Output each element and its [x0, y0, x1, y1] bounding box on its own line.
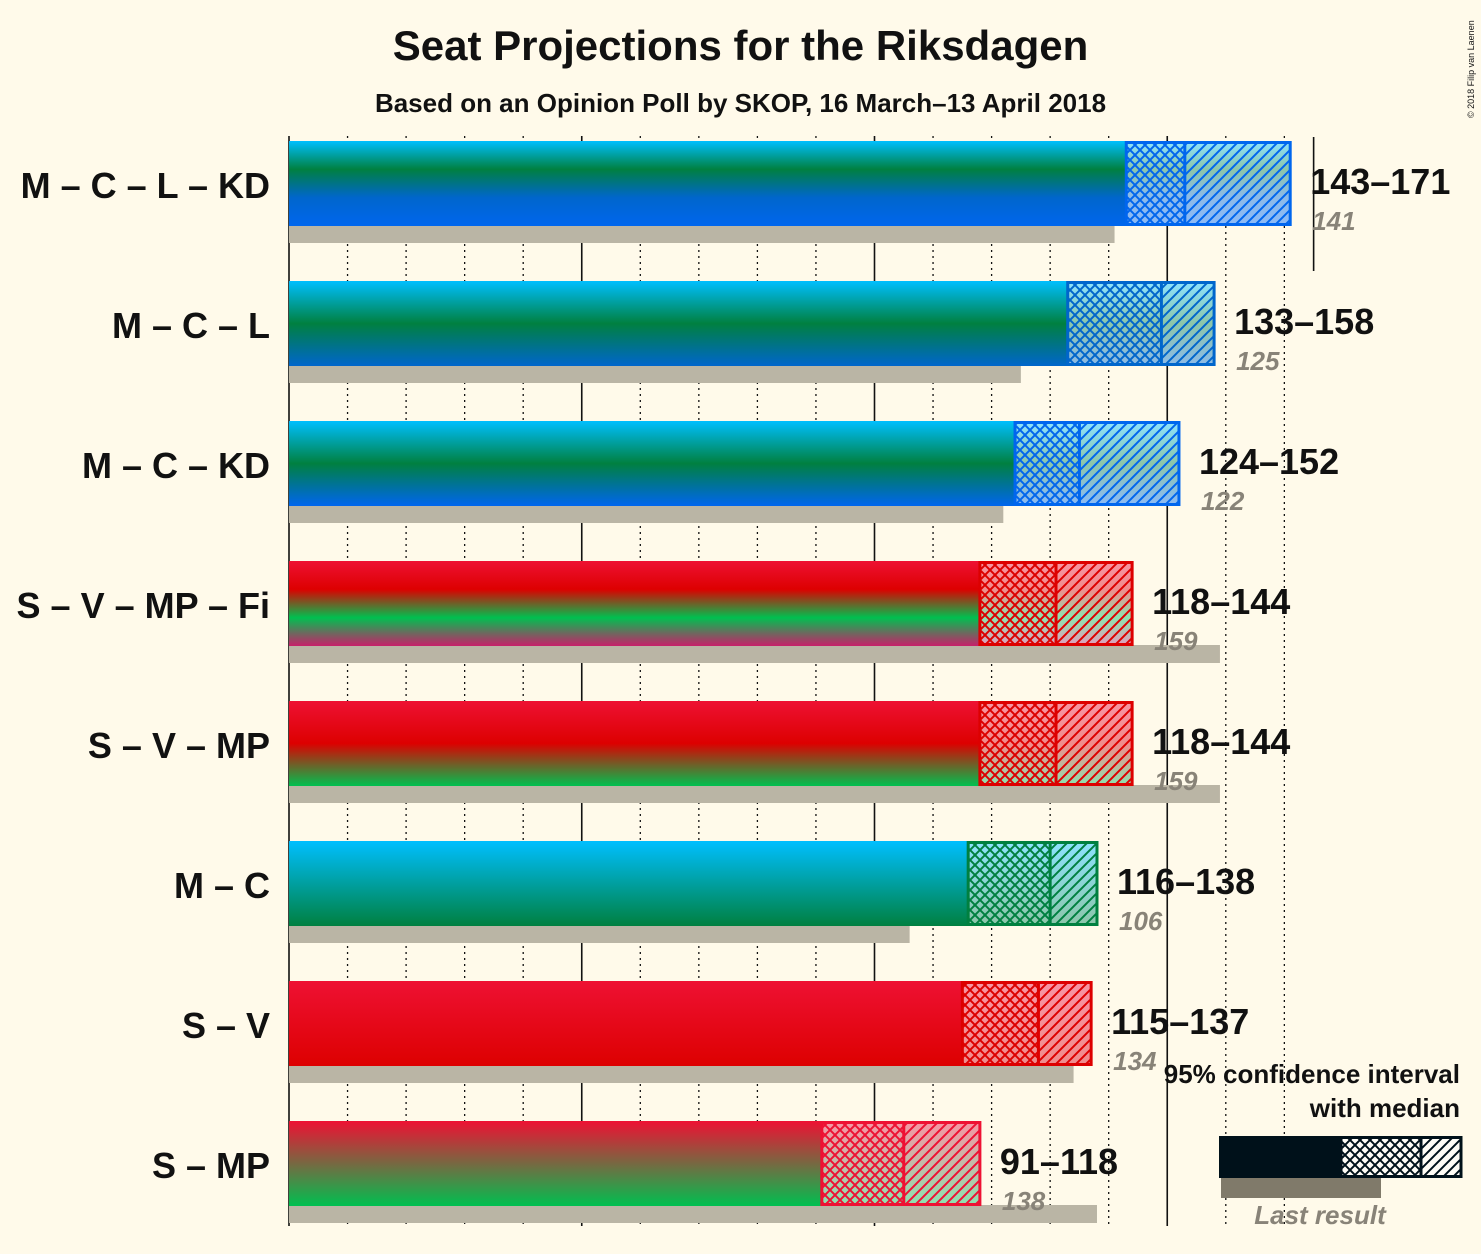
bar-ci-high-hatch [1038, 981, 1092, 1066]
bar-group: 115–137 134 [289, 981, 1249, 1083]
last-result-label: 138 [1002, 1186, 1046, 1216]
bar-ci-low-hatch [979, 561, 1057, 646]
category-label: S – MP [152, 1145, 270, 1186]
bar-group: 91–118 138 [289, 1121, 1118, 1223]
bar-ci-high-hatch [1184, 141, 1291, 226]
last-result-bar [289, 365, 1021, 383]
range-label: 118–144 [1152, 581, 1290, 622]
chart-title: Seat Projections for the Riksdagen [392, 22, 1089, 69]
bar-ci-high-hatch [1161, 281, 1215, 366]
legend-ci-label: 95% confidence interval [1164, 1059, 1460, 1089]
last-result-bar [289, 1205, 1097, 1223]
bar-solid [289, 421, 1016, 506]
last-result-bar [289, 225, 1115, 243]
last-result-label: 141 [1312, 206, 1355, 236]
last-result-bar [289, 1065, 1074, 1083]
ci-outline [978, 561, 1134, 646]
range-label: 115–137 [1111, 1001, 1249, 1042]
bar-ci-high-hatch [1079, 421, 1179, 506]
bar-ci-low-hatch [1067, 281, 1162, 366]
bar-ci-low-hatch [821, 1121, 904, 1206]
range-label: 124–152 [1199, 441, 1339, 482]
ci-outline [960, 981, 1093, 1066]
bar-ci-low-hatch [1015, 421, 1080, 506]
bar-group: 118–144 159 [289, 561, 1290, 663]
legend-diag-hatch [1421, 1136, 1461, 1178]
bar-solid [289, 841, 969, 926]
range-label: 118–144 [1152, 721, 1290, 762]
category-label: M – C – L [112, 305, 270, 346]
legend-ci-outline [1339, 1136, 1463, 1178]
bar-solid [289, 981, 963, 1066]
bar-ci-high-hatch [903, 1121, 980, 1206]
category-label: M – C – KD [82, 445, 270, 486]
legend: 95% confidence interval with median Last r… [1164, 1059, 1463, 1230]
category-label: S – V – MP [88, 725, 270, 766]
bar-solid [289, 701, 980, 786]
last-result-label: 125 [1236, 346, 1280, 376]
bar-ci-high-hatch [1050, 841, 1097, 926]
bar-group: 143–171 141 [289, 137, 1450, 271]
last-result-label: 159 [1154, 626, 1198, 656]
last-result-bar [289, 925, 910, 943]
ci-outline [1013, 421, 1181, 506]
ci-outline [1066, 281, 1216, 366]
last-result-bar [289, 645, 1220, 663]
range-label: 133–158 [1234, 301, 1374, 342]
legend-last-result-label: Last result [1254, 1200, 1387, 1230]
range-label: 116–138 [1117, 861, 1255, 902]
bars: 143–171 141 133–158 125 124–152 122 118–144 159… [289, 137, 1450, 1223]
bar-solid [289, 1121, 822, 1206]
legend-solid-bar [1219, 1136, 1341, 1178]
last-result-label: 159 [1154, 766, 1198, 796]
category-label: M – C – L – KD [21, 165, 270, 206]
bar-group: 133–158 125 [289, 281, 1374, 383]
bar-ci-low-hatch [979, 701, 1057, 786]
last-result-label: 122 [1201, 486, 1245, 516]
category-labels: M – C – L – KD M – C – L M – C – KD S – V –… [17, 165, 270, 1186]
last-result-bar [289, 785, 1220, 803]
category-label: M – C [174, 865, 270, 906]
bar-solid [289, 281, 1068, 366]
category-label: S – V – MP – Fi [17, 585, 270, 626]
ci-outline [978, 701, 1134, 786]
legend-cross-hatch [1341, 1136, 1421, 1178]
bar-ci-low-hatch [1126, 141, 1185, 226]
bar-ci-high-hatch [1056, 701, 1133, 786]
bar-ci-low-hatch [968, 841, 1051, 926]
bar-solid [289, 141, 1127, 226]
bar-group: 116–138 106 [289, 841, 1255, 943]
ci-outline [1124, 141, 1292, 226]
legend-median-label: with median [1309, 1093, 1460, 1123]
range-label: 91–118 [1000, 1141, 1118, 1182]
last-result-label: 134 [1113, 1046, 1157, 1076]
chart-subtitle: Based on an Opinion Poll by SKOP, 16 Mar… [374, 88, 1107, 118]
bar-solid [289, 561, 980, 646]
category-label: S – V [182, 1005, 270, 1046]
bar-ci-high-hatch [1056, 561, 1133, 646]
ci-outline [820, 1121, 982, 1206]
bar-group: 124–152 122 [289, 421, 1339, 523]
legend-last-result-bar [1221, 1178, 1381, 1198]
last-result-label: 106 [1119, 906, 1163, 936]
last-result-bar [289, 505, 1004, 523]
bar-group: 118–144 159 [289, 701, 1290, 803]
range-label: 143–171 [1310, 161, 1450, 202]
ci-outline [966, 841, 1099, 926]
bar-ci-low-hatch [962, 981, 1039, 1066]
